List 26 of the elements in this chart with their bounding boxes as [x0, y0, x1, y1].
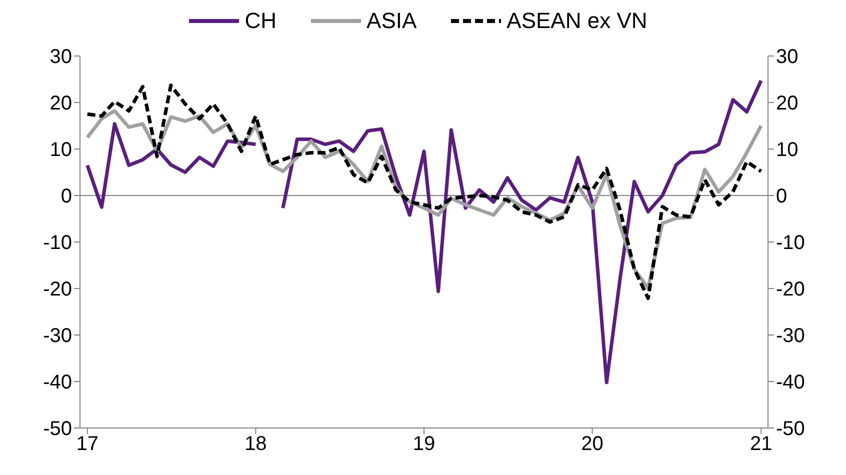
- y2-tick-label: -10: [776, 232, 805, 254]
- y2-tick-label: -40: [776, 372, 805, 394]
- y-tick-label: -20: [43, 278, 72, 301]
- y2-tick-label: 10: [776, 139, 798, 162]
- y2-tick-label: 0: [776, 186, 788, 208]
- y2-tick-label: -50: [776, 418, 805, 440]
- y-tick-label: 10: [50, 139, 72, 162]
- y-tick-label: -10: [43, 232, 72, 254]
- x-tick-label: 17: [76, 433, 99, 456]
- x-tick-label: 19: [412, 433, 436, 456]
- x-tick-label: 21: [750, 433, 772, 456]
- y-tick-label: 20: [50, 92, 72, 115]
- y-tick-label: 0: [60, 186, 72, 208]
- legend-label: CH: [244, 8, 277, 34]
- y2-tick-label: -30: [776, 325, 805, 348]
- y2-tick-label: -20: [776, 278, 805, 301]
- y-tick-label: -40: [43, 372, 72, 394]
- y-tick-label: -50: [43, 418, 72, 440]
- y-tick-label: 30: [50, 46, 72, 68]
- legend-label: ASEAN ex VN: [506, 8, 648, 34]
- legend-label: ASIA: [366, 8, 417, 34]
- x-tick-label: 20: [581, 433, 604, 456]
- y2-tick-label: 30: [776, 46, 798, 68]
- x-tick-label: 18: [244, 433, 267, 456]
- y2-tick-label: 20: [776, 92, 798, 115]
- y-tick-label: -30: [43, 325, 72, 348]
